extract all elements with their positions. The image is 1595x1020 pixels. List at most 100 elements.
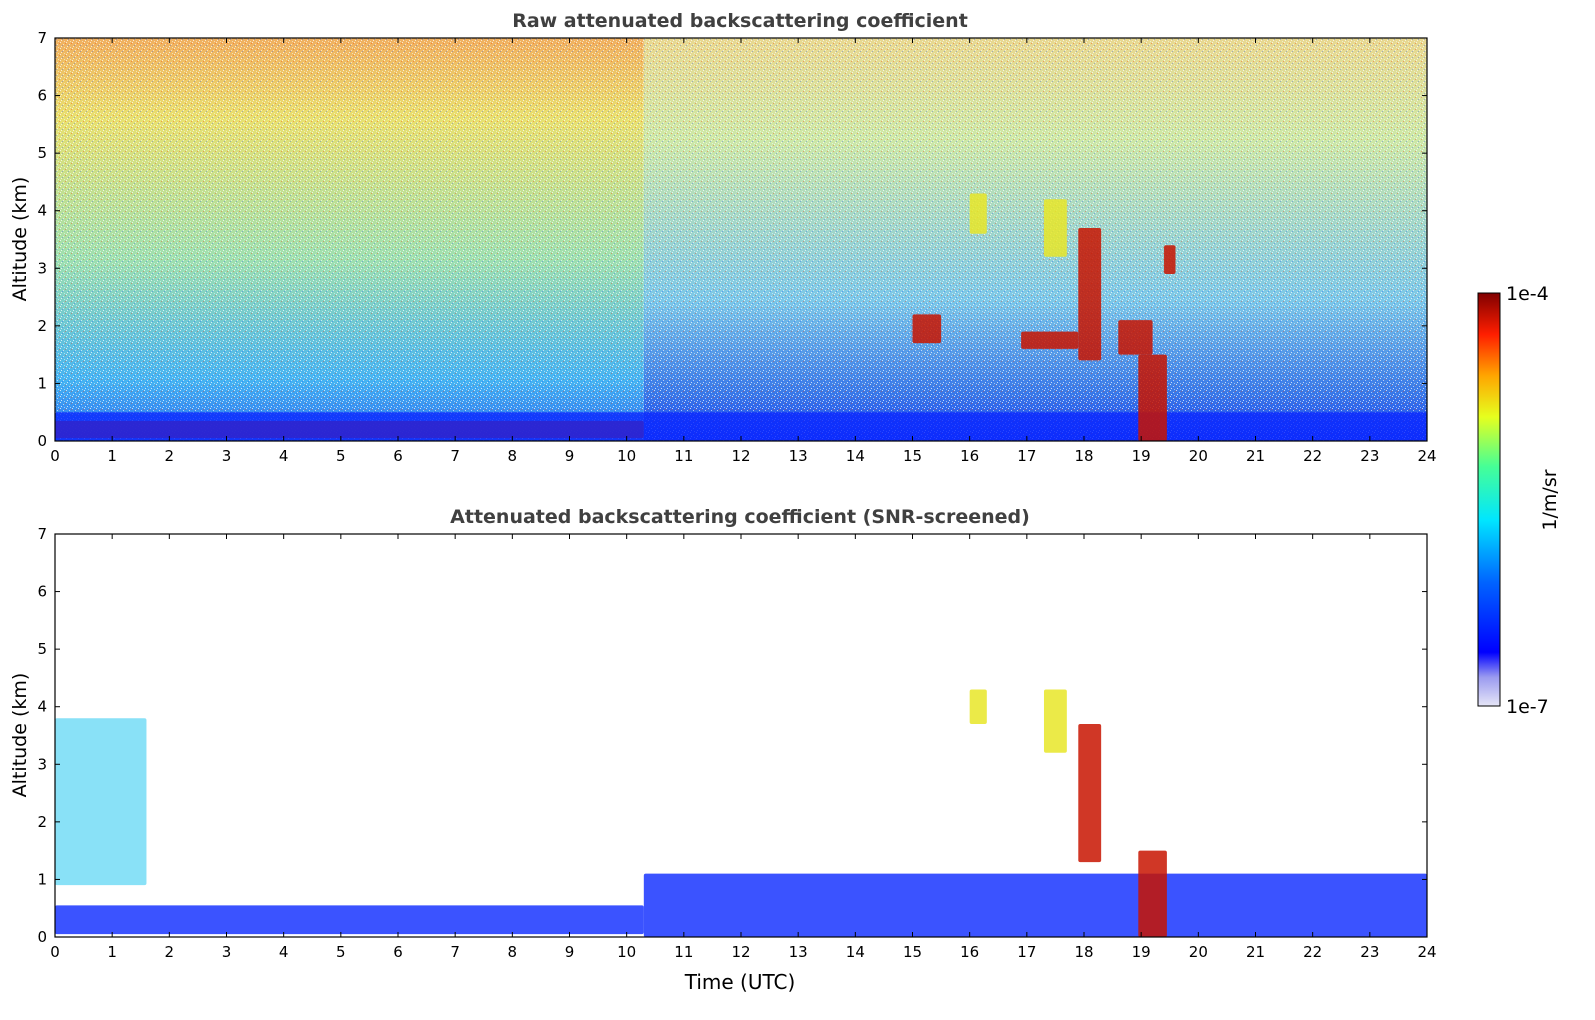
- x-tick-label: 6: [393, 943, 403, 961]
- x-tick-label: 15: [903, 447, 922, 465]
- y-tick-label: 7: [37, 525, 47, 543]
- y-tick-label: 6: [37, 87, 47, 105]
- x-tick-label: 10: [617, 943, 636, 961]
- x-tick-label: 13: [789, 447, 808, 465]
- boundary-layer-mark: [55, 412, 1427, 441]
- x-tick-label: 12: [731, 447, 750, 465]
- cloud-mark: [1043, 199, 1067, 257]
- x-tick-label: 3: [222, 943, 232, 961]
- x-tick-label: 1: [107, 943, 117, 961]
- x-tick-label: 19: [1132, 447, 1151, 465]
- cloud-mark: [912, 314, 942, 344]
- chart-title: Attenuated backscattering coefficient (S…: [450, 506, 1030, 528]
- x-tick-label: 17: [1017, 943, 1036, 961]
- colorbar-min-label: 1e-7: [1506, 696, 1549, 718]
- x-tick-label: 2: [165, 943, 175, 961]
- y-tick-label: 6: [37, 583, 47, 601]
- boundary-layer-mark: [643, 873, 1427, 937]
- y-axis: 0 1 2 3 4 5 6 7: [37, 525, 1427, 946]
- x-tick-label: 14: [846, 943, 865, 961]
- colorbar-max-label: 1e-4: [1506, 283, 1549, 305]
- x-tick-label: 4: [279, 943, 289, 961]
- x-tick-label: 9: [565, 447, 575, 465]
- x-tick-label: 24: [1417, 447, 1436, 465]
- y-tick-label: 2: [37, 317, 47, 335]
- chart-title: Raw attenuated backscattering coefficien…: [512, 10, 968, 32]
- y-axis: 0 1 2 3 4 5 6 7: [37, 29, 1427, 450]
- y-tick-label: 3: [37, 755, 47, 773]
- x-tick-label: 13: [789, 943, 808, 961]
- x-tick-label: 23: [1360, 943, 1379, 961]
- x-tick-label: 4: [279, 447, 289, 465]
- y-tick-label: 4: [37, 202, 47, 220]
- x-tick-label: 12: [731, 943, 750, 961]
- y-tick-label: 5: [37, 144, 47, 162]
- y-tick-label: 2: [37, 813, 47, 831]
- x-axis: 0 1 2 3 4 5 6 7 8 9 10 11 12 13 14 15 16 17 18 19 20 21 22 23 24: [50, 38, 1437, 465]
- x-tick-label: 5: [336, 943, 346, 961]
- x-tick-label: 24: [1417, 943, 1436, 961]
- x-tick-label: 21: [1246, 943, 1265, 961]
- x-tick-label: 2: [165, 447, 175, 465]
- cloud-mark: [1078, 227, 1102, 361]
- x-tick-label: 7: [450, 943, 460, 961]
- x-tick-label: 17: [1017, 447, 1036, 465]
- x-tick-label: 16: [960, 447, 979, 465]
- x-tick-label: 0: [50, 943, 60, 961]
- cloud-mark: [1043, 689, 1067, 753]
- cloud-mark: [1164, 245, 1176, 275]
- raw-backscatter-panel: Raw attenuated backscattering coefficien…: [9, 10, 1437, 465]
- x-tick-label: 16: [960, 943, 979, 961]
- cloud-mark: [969, 689, 987, 724]
- x-tick-label: 6: [393, 447, 403, 465]
- colorbar: 1e-4 1e-7 1/m/sr: [1477, 283, 1561, 718]
- x-tick-label: 18: [1074, 447, 1093, 465]
- noise-overlay: [55, 38, 1427, 441]
- x-tick-label: 15: [903, 943, 922, 961]
- x-tick-label: 21: [1246, 447, 1265, 465]
- y-tick-label: 0: [37, 432, 47, 450]
- x-tick-label: 1: [107, 447, 117, 465]
- x-tick-label: 22: [1303, 943, 1322, 961]
- y-tick-label: 1: [37, 374, 47, 392]
- x-tick-label: 18: [1074, 943, 1093, 961]
- x-tick-label: 14: [846, 447, 865, 465]
- x-tick-label: 22: [1303, 447, 1322, 465]
- cloud-mark: [1118, 320, 1153, 355]
- y-tick-label: 5: [37, 640, 47, 658]
- y-tick-label: 0: [37, 928, 47, 946]
- x-tick-label: 11: [674, 447, 693, 465]
- y-tick-label: 7: [37, 29, 47, 47]
- aerosol-mark: [55, 718, 147, 886]
- x-tick-label: 10: [617, 447, 636, 465]
- y-axis-label: Altitude (km): [9, 673, 31, 798]
- y-axis-label: Altitude (km): [9, 177, 31, 302]
- x-tick-label: 8: [508, 447, 518, 465]
- x-tick-label: 23: [1360, 447, 1379, 465]
- plot-area: [55, 689, 1427, 937]
- snr-screened-panel: Attenuated backscattering coefficient (S…: [9, 506, 1437, 994]
- x-tick-label: 20: [1189, 943, 1208, 961]
- colorbar-gradient: [1477, 292, 1501, 707]
- precipitation-mark: [1138, 850, 1167, 937]
- cloud-mark: [1021, 331, 1079, 349]
- y-tick-label: 3: [37, 259, 47, 277]
- x-axis-label: Time (UTC): [684, 970, 796, 994]
- x-tick-label: 3: [222, 447, 232, 465]
- y-tick-label: 1: [37, 870, 47, 888]
- x-tick-label: 5: [336, 447, 346, 465]
- x-tick-label: 20: [1189, 447, 1208, 465]
- x-tick-label: 0: [50, 447, 60, 465]
- x-tick-label: 7: [450, 447, 460, 465]
- cloud-mark: [1078, 723, 1102, 863]
- y-tick-label: 4: [37, 698, 47, 716]
- x-axis: 0 1 2 3 4 5 6 7 8 9 10 11 12 13 14 15 16 17 18 19 20 21 22 23 24: [50, 534, 1437, 961]
- x-tick-label: 11: [674, 943, 693, 961]
- boundary-layer-mark: [55, 905, 644, 935]
- colorbar-unit-label: 1/m/sr: [1539, 469, 1561, 530]
- plot-area: [55, 38, 1427, 441]
- x-tick-label: 19: [1132, 943, 1151, 961]
- cloud-mark: [969, 193, 987, 234]
- precipitation-mark: [1138, 354, 1167, 441]
